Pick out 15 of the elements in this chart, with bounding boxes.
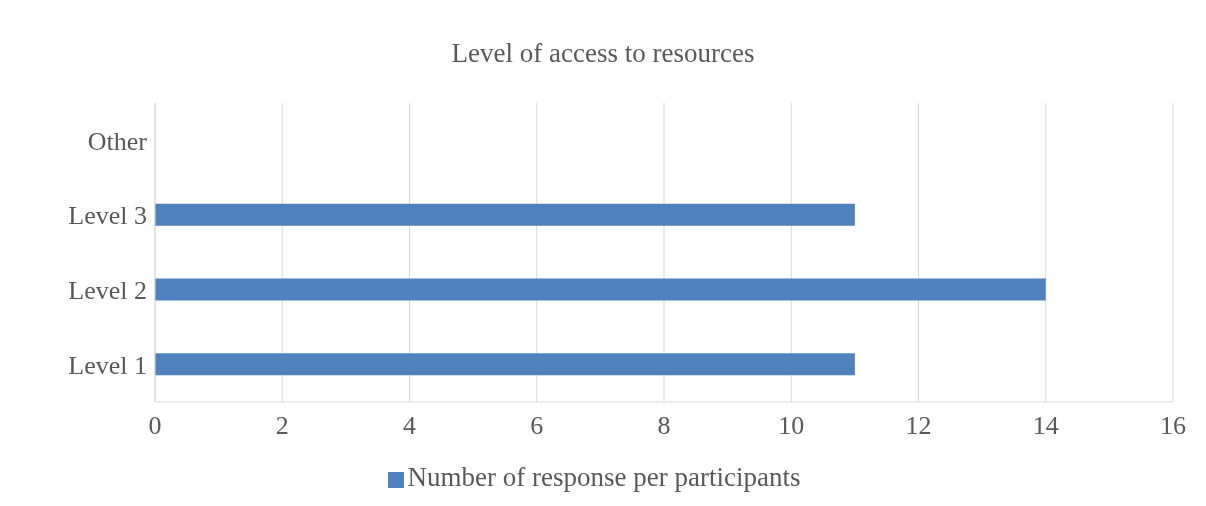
x-tick-label: 12 — [905, 411, 932, 441]
x-tick-label: 2 — [275, 411, 289, 441]
chart-title: Level of access to resources — [450, 36, 756, 70]
x-tick-label: 6 — [530, 411, 544, 441]
x-tick-label: 8 — [657, 411, 671, 441]
x-tick-label: 14 — [1032, 411, 1059, 441]
x-tick-label: 0 — [148, 411, 162, 441]
y-tick-label: Other — [87, 126, 148, 156]
y-tick-label: Level 1 — [68, 350, 147, 380]
y-tick-label: Level 3 — [68, 201, 147, 231]
y-tick-label: Level 2 — [68, 276, 147, 306]
x-tick-label: 10 — [778, 411, 805, 441]
x-tick-label: 16 — [1160, 411, 1186, 441]
legend-label: Number of response per participants — [407, 462, 801, 492]
x-tick-label: 4 — [403, 411, 416, 441]
